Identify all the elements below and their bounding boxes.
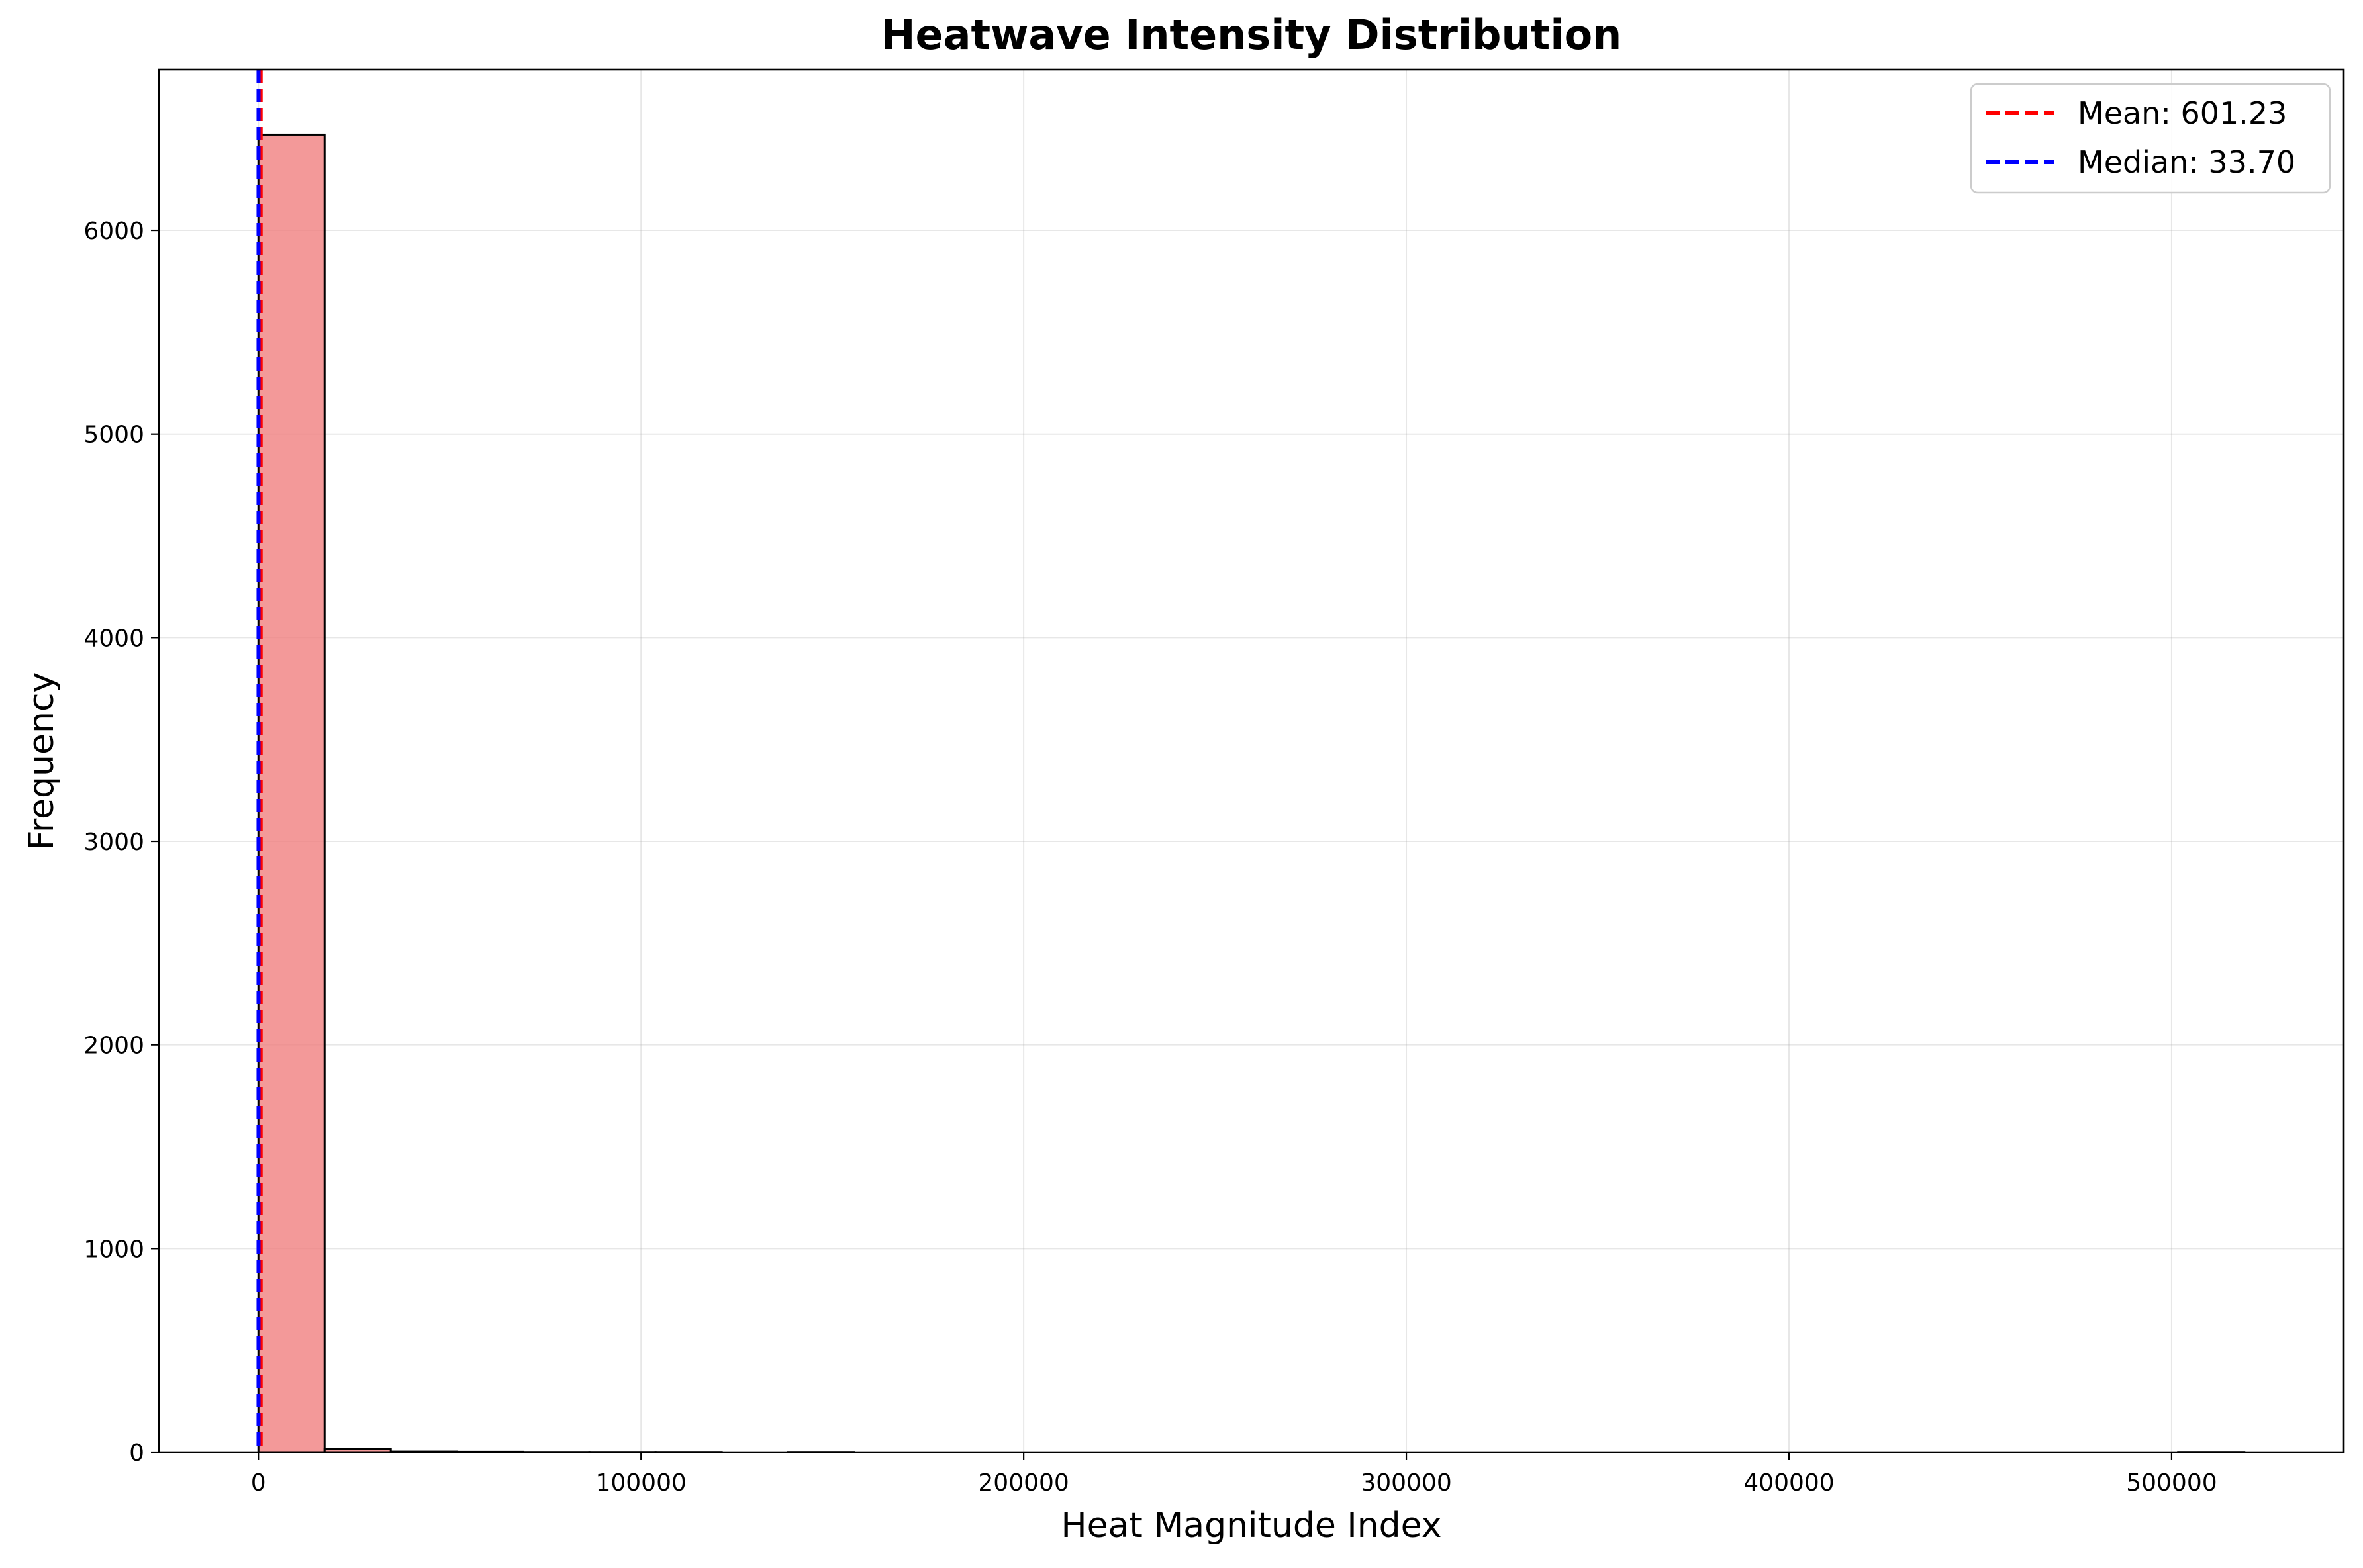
bars-layer xyxy=(258,134,2244,1452)
x-axis-label: Heat Magnitude Index xyxy=(1061,1506,1441,1545)
y-tick-label: 3000 xyxy=(83,829,144,856)
x-tick-label: 300000 xyxy=(1361,1469,1451,1497)
y-tick-label: 5000 xyxy=(83,422,144,449)
ticks-layer: 0 100000 200000 300000 400000 500000 0 1000 2000… xyxy=(83,218,2217,1497)
x-tick-label: 200000 xyxy=(978,1469,1069,1497)
grid-layer xyxy=(159,69,2344,1452)
plot-frame xyxy=(159,69,2344,1452)
y-tick-label: 0 xyxy=(129,1440,144,1467)
chart-title: Heatwave Intensity Distribution xyxy=(881,11,1622,59)
legend-label-mean: Mean: 601.23 xyxy=(2078,95,2287,131)
legend-label-median: Median: 33.70 xyxy=(2078,144,2295,180)
x-tick-label: 0 xyxy=(251,1469,266,1497)
y-axis-label: Frequency xyxy=(22,672,62,851)
x-tick-label: 100000 xyxy=(595,1469,686,1497)
y-tick-label: 1000 xyxy=(83,1236,144,1263)
x-tick-label: 400000 xyxy=(1743,1469,1834,1497)
y-tick-label: 4000 xyxy=(83,625,144,652)
legend: Mean: 601.23 Median: 33.70 xyxy=(1971,84,2330,193)
histogram-bar xyxy=(258,134,324,1452)
x-tick-label: 500000 xyxy=(2126,1469,2217,1497)
y-tick-label: 6000 xyxy=(83,218,144,245)
y-tick-label: 2000 xyxy=(83,1033,144,1060)
